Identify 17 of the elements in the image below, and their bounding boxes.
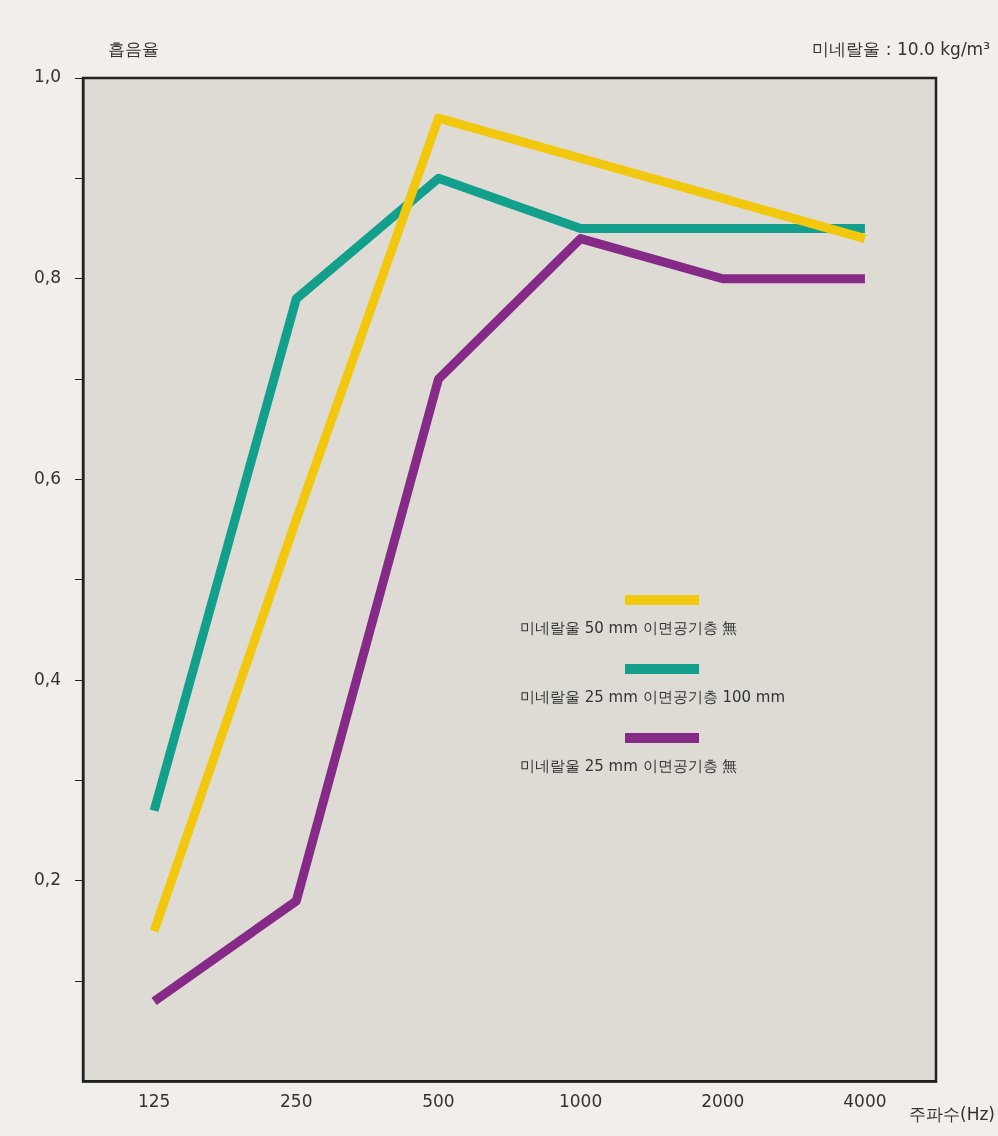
- x-axis-title: 주파수(Hz): [909, 1103, 995, 1124]
- y-tick-label: 0,8: [33, 267, 62, 288]
- x-tick-label: 250: [280, 1091, 313, 1112]
- y-axis-title: 흡음율: [108, 39, 160, 59]
- legend-label: 미네랄울 25 mm 이면공기층 100 mm: [520, 688, 786, 707]
- y-tick-label: 1,0: [33, 66, 62, 87]
- x-tick-label: 1000: [558, 1091, 603, 1112]
- y-tick-label: 0,6: [33, 467, 62, 488]
- text: 미네랄울 : 10.0 kg/m³: [812, 39, 990, 59]
- x-tick-label: 125: [137, 1091, 171, 1112]
- legend-label: 미네랄울 25 mm 이면공기층 無: [520, 757, 739, 776]
- x-tick-label: 500: [422, 1091, 455, 1112]
- x-tick-label: 2000: [701, 1091, 745, 1112]
- x-tick-label: 4000: [843, 1091, 887, 1112]
- y-tick-label: 0,4: [33, 668, 62, 689]
- y-tick-label: 0,2: [33, 869, 62, 890]
- legend-label: 미네랄울 50 mm 이면공기층 無: [520, 619, 739, 638]
